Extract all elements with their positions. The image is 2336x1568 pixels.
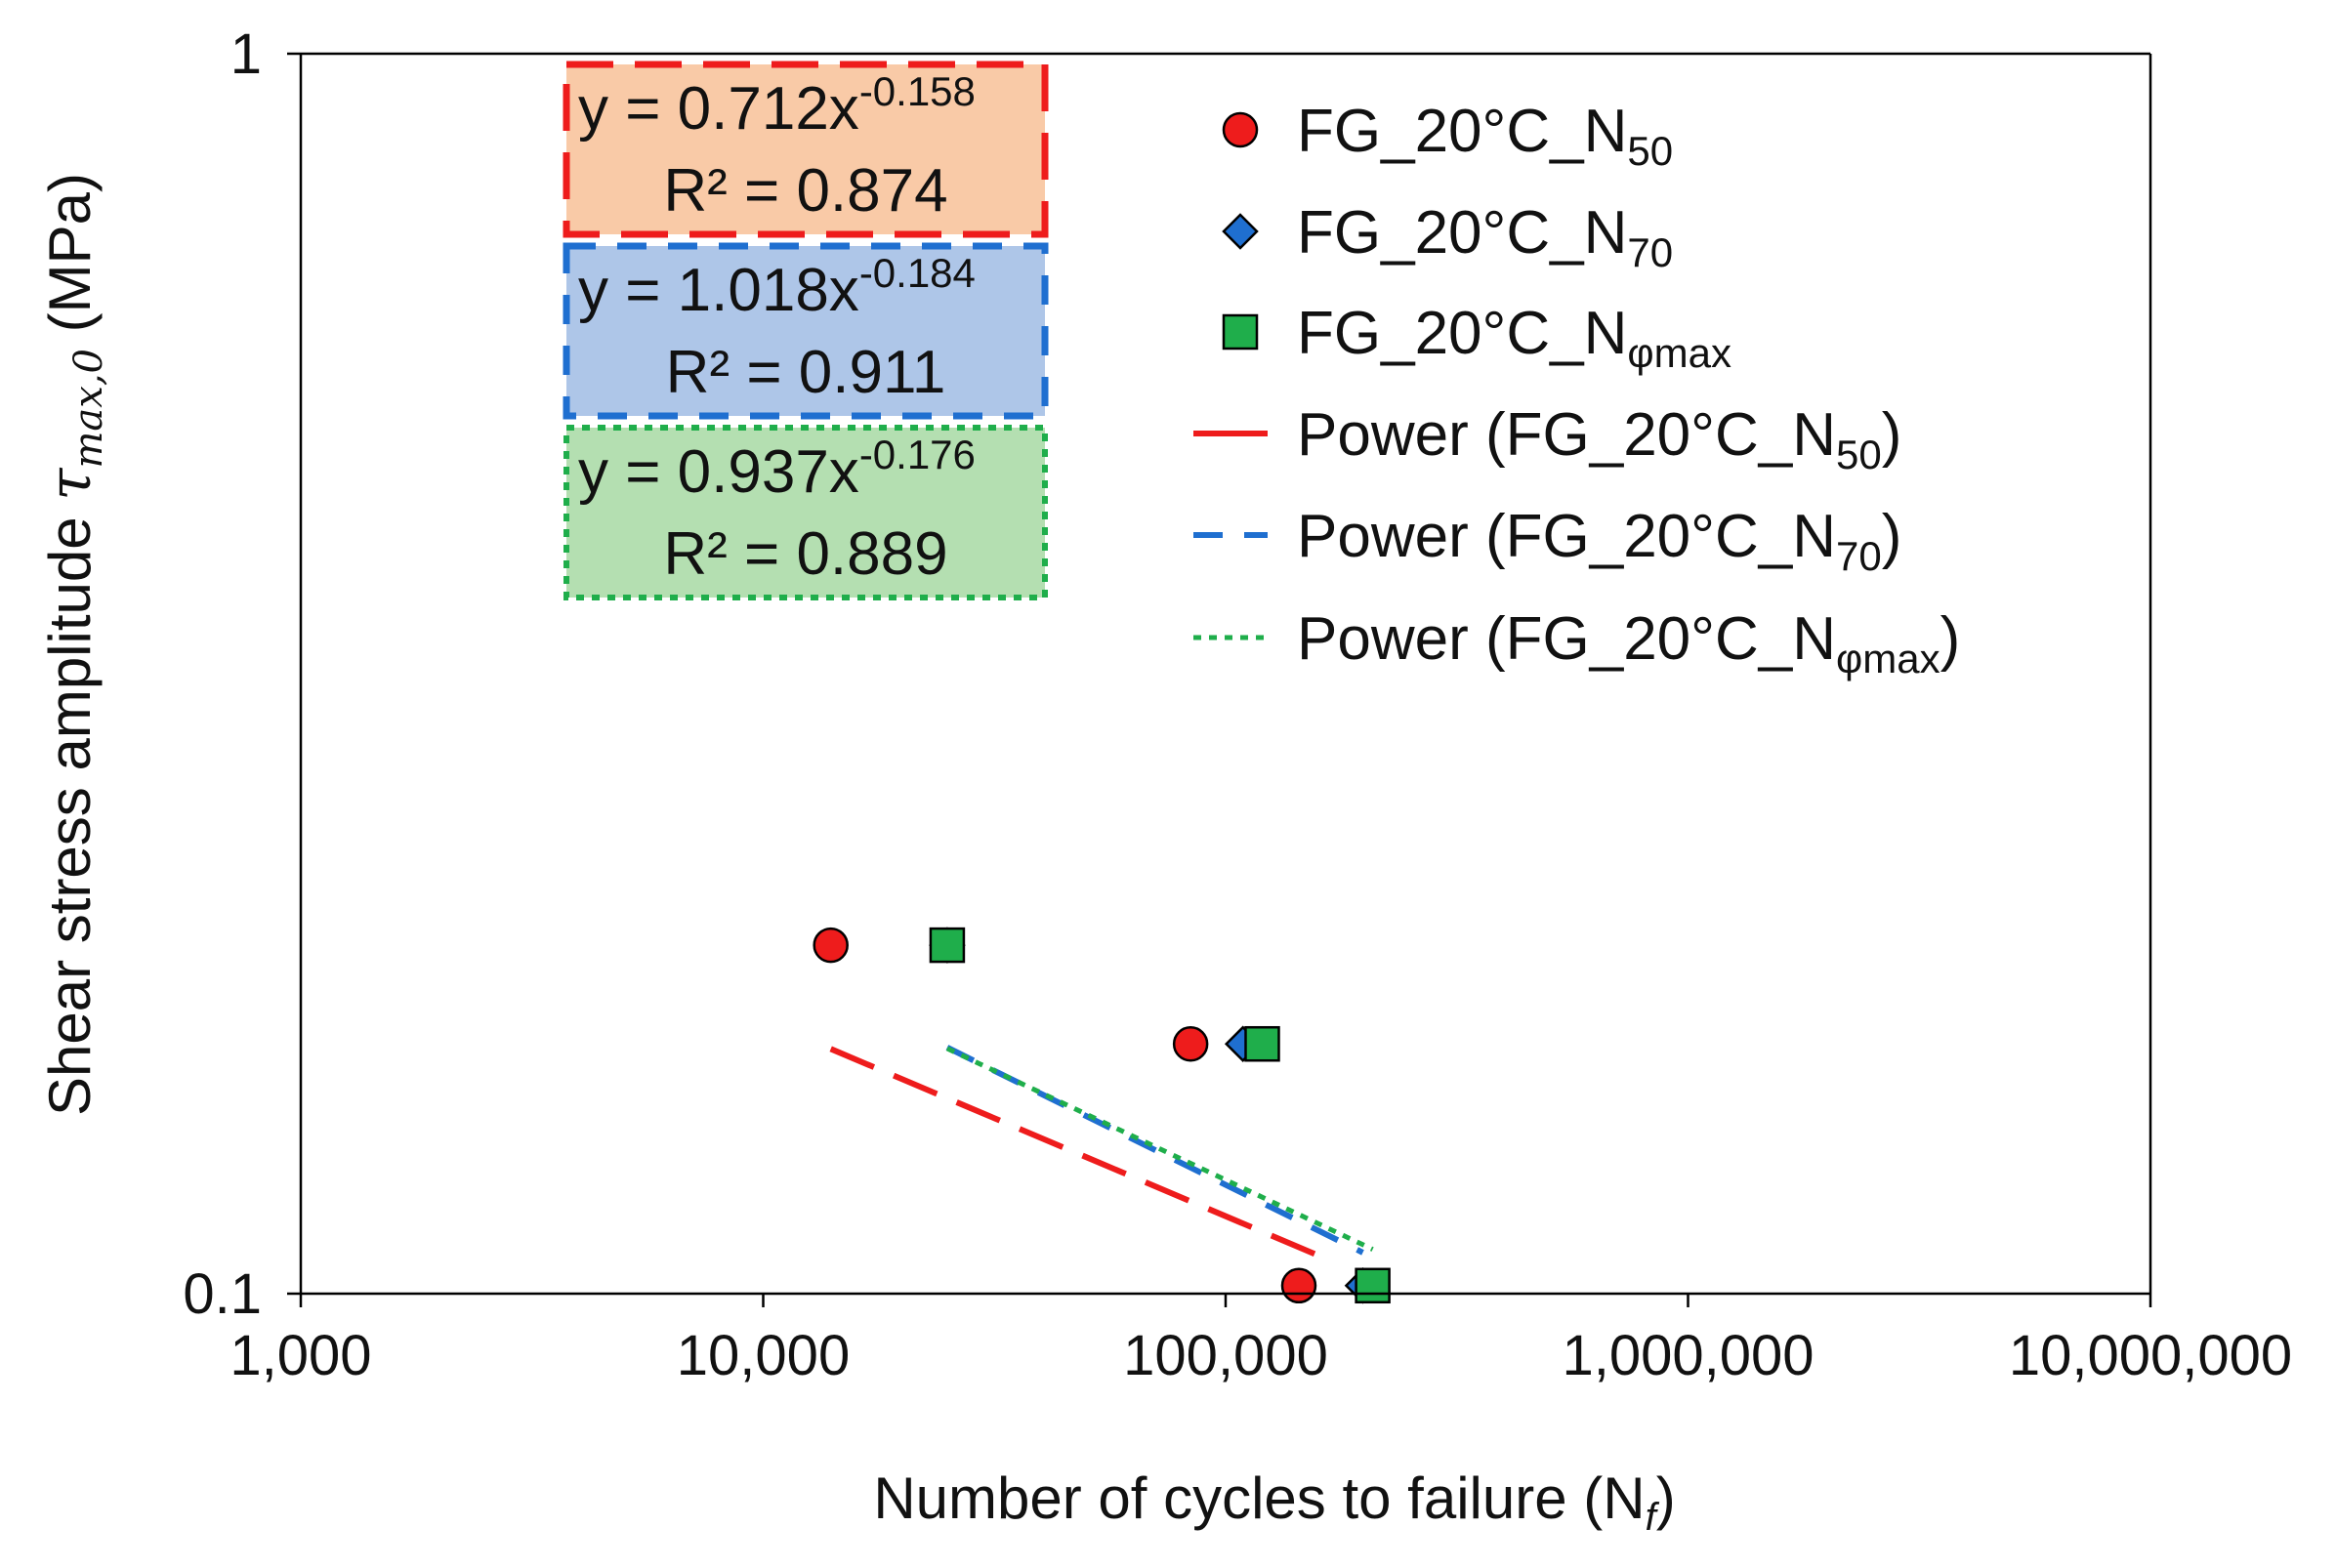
r-squared-text: R² = 0.911 [666, 339, 946, 406]
x-tick-label: 10,000 [677, 1324, 850, 1387]
trendlines [829, 1045, 1374, 1264]
equation-text: y = 0.937x-0.176 [578, 432, 976, 506]
data-point-n50 [1280, 1267, 1317, 1304]
x-tick-label: 1,000,000 [1562, 1324, 1814, 1387]
equation-boxes: y = 0.712x-0.158 R² = 0.874 y = 1.018x-0.1… [563, 61, 1049, 600]
x-tick-label: 1,000 [229, 1324, 371, 1387]
data-point-nphi [1244, 1025, 1280, 1062]
y-axis-label: Shear stress amplitude τmax,0 (MPa) [36, 173, 111, 1116]
equation-box-nphi [563, 425, 1048, 600]
legend: FG_20°C_N50 FG_20°C_N70 FG_20°C_Nφmax Power… [1193, 98, 1960, 681]
data-point-n50 [813, 927, 849, 964]
r-squared-text: R² = 0.874 [663, 157, 947, 225]
legend-label-nphi: FG_20°C_Nφmax [1297, 300, 1731, 376]
y-tick-label: 0.1 [183, 1262, 262, 1326]
trendline-n50 [829, 1046, 1334, 1264]
trendline-n70 [945, 1045, 1364, 1256]
legend-marker-nphi [1222, 313, 1259, 351]
legend-marker-n50 [1222, 111, 1259, 148]
data-point-n50 [1172, 1025, 1209, 1062]
axes: 1,000 10,000 100,000 1,000,000 10,000,000 0.1… [183, 22, 2292, 1387]
legend-label-n50: FG_20°C_N50 [1297, 98, 1673, 174]
x-axis-label: Number of cycles to failure (Nf) [873, 1465, 1675, 1539]
equation-box-n50 [563, 61, 1049, 238]
x-tick-label: 100,000 [1123, 1324, 1328, 1387]
legend-label-power-nphi: Power (FG_20°C_Nφmax) [1297, 605, 1960, 681]
plot-area [301, 52, 2152, 1294]
data-point-nphi [929, 927, 966, 964]
data-point-nphi [1355, 1267, 1391, 1304]
y-tick-label: 1 [230, 22, 262, 86]
legend-marker-n70 [1222, 213, 1259, 250]
equation-text: y = 1.018x-0.184 [578, 250, 976, 324]
x-tick-label: 10,000,000 [2009, 1324, 2292, 1387]
legend-label-n70: FG_20°C_N70 [1297, 199, 1673, 275]
trendline-nphi [945, 1046, 1374, 1252]
equation-text: y = 0.712x-0.158 [578, 68, 976, 143]
equation-box-n70 [563, 242, 1049, 420]
r-squared-text: R² = 0.889 [663, 520, 947, 588]
legend-label-power-n50: Power (FG_20°C_N50) [1297, 401, 1901, 477]
legend-label-power-n70: Power (FG_20°C_N70) [1297, 503, 1901, 579]
